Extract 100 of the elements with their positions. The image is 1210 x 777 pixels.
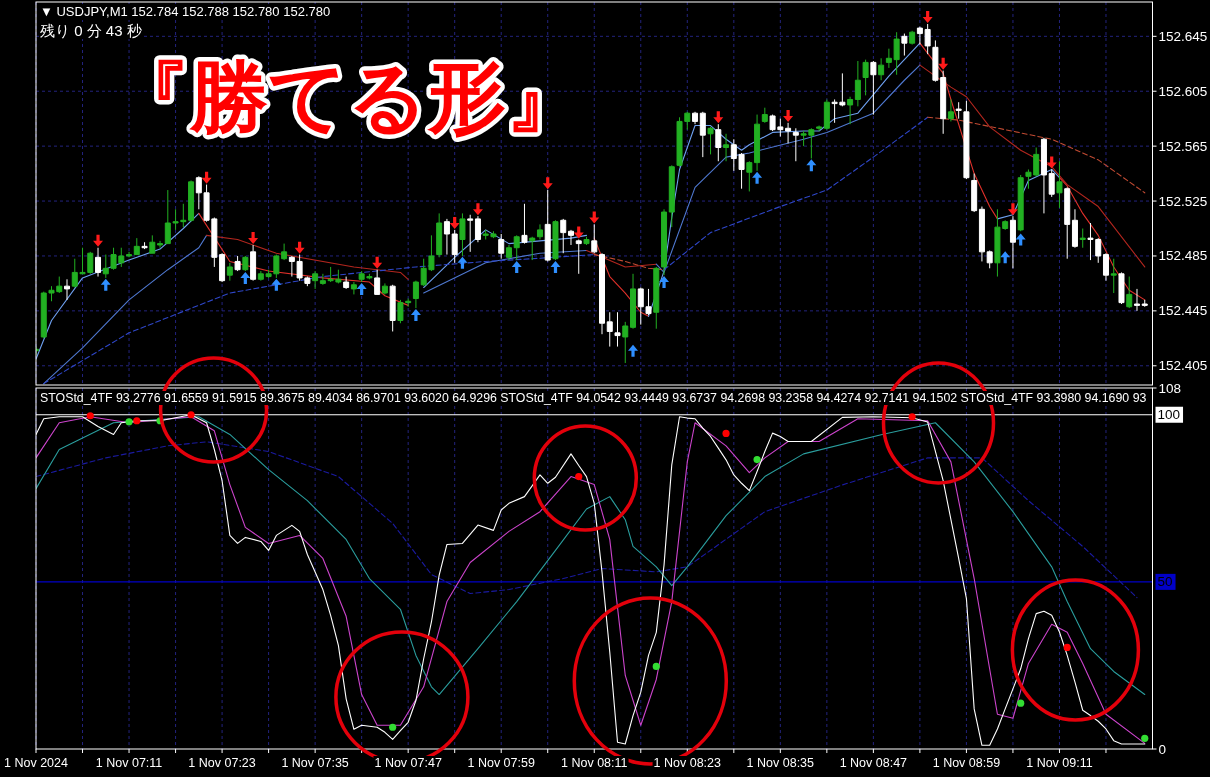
candlestick bbox=[157, 240, 164, 249]
candlestick bbox=[1017, 174, 1024, 232]
candlestick bbox=[459, 212, 466, 257]
point bbox=[1063, 643, 1071, 651]
point bbox=[201, 171, 212, 184]
line-series bbox=[655, 64, 921, 273]
candlestick bbox=[126, 251, 133, 258]
candlestick bbox=[1126, 276, 1133, 309]
candlestick bbox=[467, 214, 474, 253]
point bbox=[125, 418, 133, 426]
y-tick-label: 108 bbox=[1158, 380, 1182, 396]
candlestick bbox=[141, 241, 148, 250]
candlestick bbox=[381, 282, 388, 295]
candlestick bbox=[630, 273, 637, 330]
candlestick bbox=[350, 281, 357, 295]
x-tick-label: 1 Nov 09:11 bbox=[1026, 756, 1093, 770]
point bbox=[1017, 699, 1025, 707]
point bbox=[752, 171, 763, 184]
candlestick bbox=[219, 252, 226, 283]
point bbox=[100, 278, 111, 291]
point bbox=[410, 308, 421, 321]
candlestick bbox=[1040, 137, 1047, 214]
point bbox=[722, 429, 730, 438]
candlestick bbox=[529, 236, 536, 261]
point bbox=[713, 111, 724, 124]
candlestick bbox=[505, 244, 512, 261]
point bbox=[573, 226, 584, 239]
point bbox=[356, 282, 367, 295]
candlestick bbox=[544, 189, 551, 262]
candlestick bbox=[668, 164, 675, 228]
candlestick bbox=[692, 111, 699, 125]
y-tick-label: 0 bbox=[1158, 741, 1167, 757]
line-series bbox=[198, 212, 409, 306]
point bbox=[1015, 233, 1026, 246]
x-tick-label: 1 Nov 08:47 bbox=[839, 756, 908, 770]
candlestick bbox=[250, 244, 257, 282]
point bbox=[922, 11, 933, 24]
point bbox=[652, 662, 660, 671]
candlestick bbox=[1009, 215, 1016, 269]
candlestick bbox=[614, 311, 621, 348]
point bbox=[271, 278, 282, 291]
point bbox=[659, 276, 670, 289]
candlestick bbox=[785, 122, 792, 144]
x-tick-label: 1 Nov 07:11 bbox=[95, 756, 163, 770]
candlestick bbox=[389, 284, 396, 332]
candlestick bbox=[746, 160, 753, 192]
line-series bbox=[423, 249, 588, 294]
candlestick bbox=[761, 107, 768, 124]
line-series bbox=[919, 64, 1146, 268]
candlestick bbox=[1110, 258, 1117, 294]
ref-line-label: 100 bbox=[1157, 407, 1181, 423]
line-series bbox=[206, 234, 409, 280]
candlestick bbox=[583, 236, 590, 246]
candlestick bbox=[133, 237, 140, 256]
candlestick bbox=[847, 96, 854, 125]
candlestick bbox=[955, 101, 962, 120]
candlestick bbox=[242, 255, 249, 272]
candlestick bbox=[575, 238, 582, 275]
point bbox=[575, 472, 583, 481]
candlestick bbox=[412, 280, 419, 309]
candlestick bbox=[754, 114, 761, 172]
chart-title: ▼ USDJPY,M1 152.784 152.788 152.780 152.780 bbox=[40, 4, 331, 19]
point bbox=[240, 271, 251, 284]
candlestick bbox=[878, 57, 885, 81]
x-tick-label: 1 Nov 07:35 bbox=[281, 756, 349, 770]
candlestick bbox=[1133, 288, 1140, 312]
candlestick bbox=[661, 208, 668, 276]
point bbox=[372, 256, 383, 269]
candlestick bbox=[622, 321, 629, 364]
candlestick bbox=[653, 266, 660, 330]
candlestick bbox=[552, 219, 559, 261]
candlestick bbox=[312, 270, 319, 290]
candlestick bbox=[498, 233, 505, 260]
candlestick bbox=[715, 123, 722, 162]
candlestick bbox=[1048, 168, 1055, 198]
x-tick-label: 1 Nov 08:23 bbox=[653, 756, 722, 770]
candlestick bbox=[978, 206, 985, 262]
point bbox=[457, 256, 468, 269]
point bbox=[133, 417, 141, 425]
annotation: 『勝てる形』 bbox=[112, 53, 584, 141]
point bbox=[753, 455, 761, 464]
candlestick bbox=[723, 133, 730, 162]
candlestick bbox=[1064, 186, 1071, 260]
point bbox=[472, 203, 483, 216]
point bbox=[389, 723, 397, 731]
candlestick bbox=[963, 100, 970, 180]
line-series bbox=[43, 234, 208, 385]
line-series bbox=[663, 116, 929, 271]
candlestick bbox=[599, 252, 605, 335]
candlestick bbox=[1071, 208, 1078, 249]
line-series bbox=[593, 254, 665, 271]
point bbox=[248, 232, 259, 245]
candlestick bbox=[536, 223, 543, 240]
candlestick bbox=[971, 173, 978, 213]
candlestick bbox=[436, 212, 443, 258]
y-tick-label: 152.525 bbox=[1158, 193, 1208, 209]
chart-title: STOStd_4TF 93.2776 91.6559 91.5915 89.3675 89.4034 86.9701 93.6020 64.9296 STOStd_4TF 94.0542 93.4449 93.6737 94.2698 93.2358 94.4274 92.7141 94.1502 STOStd_4TF 93.3980 94.1690 93 bbox=[40, 391, 1147, 405]
candlestick bbox=[707, 126, 714, 155]
candlestick bbox=[901, 33, 908, 57]
candlestick bbox=[343, 276, 350, 290]
